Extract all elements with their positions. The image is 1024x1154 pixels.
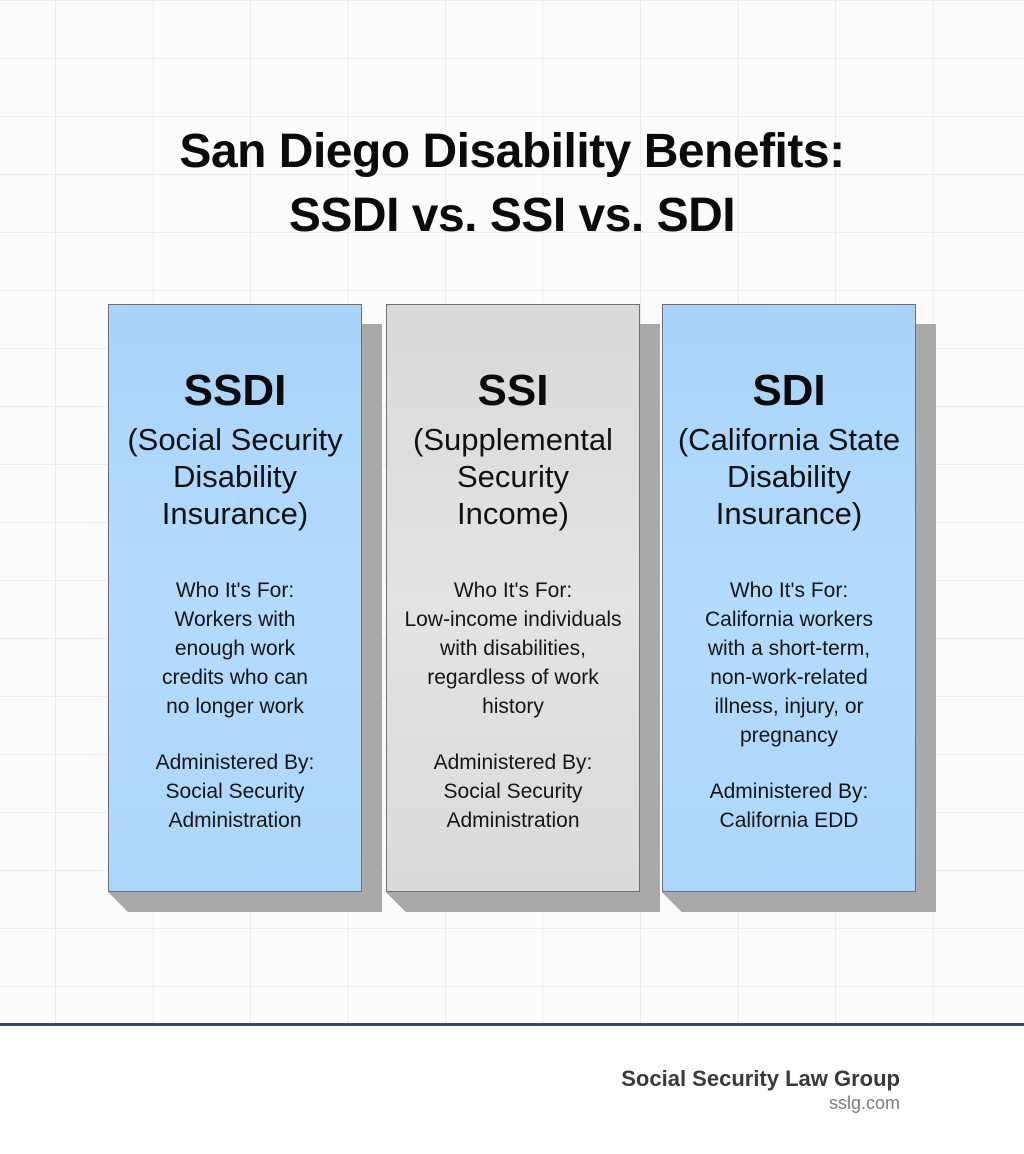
- card-body: SDI (California State Disability Insuran…: [662, 304, 916, 892]
- card-acronym: SDI: [752, 366, 826, 415]
- brand-url: sslg.com: [828, 1093, 900, 1113]
- brand-block: Social Security Law Group sslg.com: [621, 1066, 900, 1114]
- card-full-name: (Social Security Disability Insurance): [127, 422, 343, 531]
- title-line-2: SSDI vs. SSI vs. SDI: [288, 189, 736, 242]
- who-label: Who It's For:: [175, 579, 295, 602]
- who-label: Who It's For:: [729, 579, 849, 602]
- who-text: California workers with a short-term, no…: [704, 608, 874, 747]
- page-title: San Diego Disability Benefits: SSDI vs. …: [0, 120, 1024, 248]
- admin-label: Administered By:: [433, 751, 593, 774]
- card-admin-section: Administered By: Social Security Adminis…: [109, 748, 361, 835]
- card-acronym: SSDI: [183, 366, 287, 415]
- card-body: SSI (Supplemental Security Income) Who I…: [386, 304, 640, 892]
- card-full-name: (California State Disability Insurance): [677, 422, 901, 531]
- who-text: Workers with enough work credits who can…: [162, 608, 308, 718]
- card-acronym: SSI: [477, 366, 549, 415]
- card-who-section: Who It's For: California workers with a …: [663, 576, 915, 750]
- card-shadow-corner: [108, 892, 128, 912]
- footer: Social Security Law Group sslg.com: [0, 1026, 1024, 1154]
- card-who-section: Who It's For: Workers with enough work c…: [109, 576, 361, 721]
- who-text: Low-income individuals with disabilities…: [404, 608, 622, 718]
- card-admin-section: Administered By: California EDD: [663, 777, 915, 835]
- brand-name: Social Security Law Group: [621, 1066, 900, 1091]
- footer-divider: [0, 1023, 1024, 1026]
- admin-text: Social Security Administration: [165, 780, 305, 832]
- card-shadow-corner: [386, 892, 406, 912]
- admin-text: Social Security Administration: [443, 780, 583, 832]
- card-body: SSDI (Social Security Disability Insuran…: [108, 304, 362, 892]
- title-line-1: San Diego Disability Benefits:: [179, 125, 845, 178]
- admin-text: California EDD: [719, 809, 859, 832]
- card-shadow-corner: [662, 892, 682, 912]
- card-ssi: SSI (Supplemental Security Income) Who I…: [386, 304, 660, 912]
- card-sdi: SDI (California State Disability Insuran…: [662, 304, 936, 912]
- card-admin-section: Administered By: Social Security Adminis…: [387, 748, 639, 835]
- who-label: Who It's For:: [453, 579, 573, 602]
- card-full-name: (Supplemental Security Income): [413, 422, 613, 531]
- card-who-section: Who It's For: Low-income individuals wit…: [387, 576, 639, 721]
- admin-label: Administered By:: [709, 780, 869, 803]
- card-ssdi: SSDI (Social Security Disability Insuran…: [108, 304, 382, 912]
- admin-label: Administered By:: [155, 751, 315, 774]
